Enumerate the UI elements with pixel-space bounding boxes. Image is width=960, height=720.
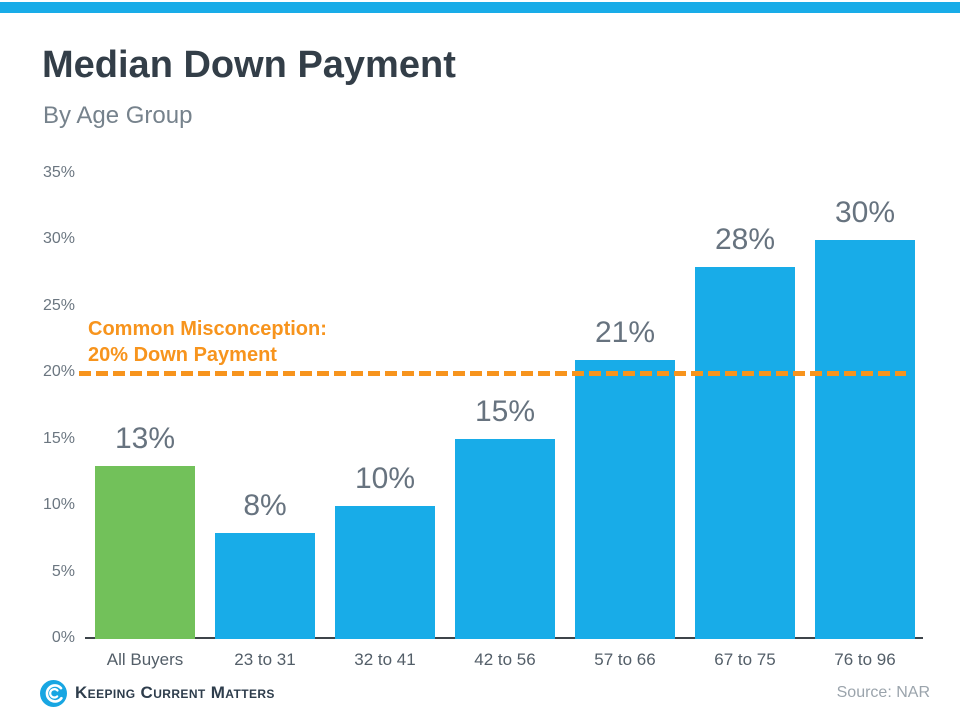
bar-value-label: 28% [714,223,776,256]
bar-value-label: 13% [114,422,176,455]
page-subtitle: By Age Group [43,102,193,129]
bar-42-to-56 [455,439,555,639]
kcm-logo-icon [40,679,67,707]
bar-all-buyers [95,466,195,639]
y-tick-label: 25% [42,296,75,314]
threshold-dashed-line [79,371,906,376]
x-axis-label: 42 to 56 [474,650,536,669]
bar-value-label: 30% [834,196,896,229]
bar-value-label: 21% [594,316,656,349]
y-tick-label: 15% [42,429,75,447]
y-tick-label: 10% [42,496,75,513]
y-tick-label: 20% [42,363,75,380]
y-tick-label: 0% [51,629,75,646]
bar-value-label: 10% [354,462,416,495]
x-axis-label: 32 to 41 [354,650,416,669]
y-tick-label: 30% [42,230,75,247]
x-axis-label: 23 to 31 [234,650,296,669]
bar-67-to-75 [695,267,795,639]
kcm-logo-text: Keeping Current Matters [75,683,275,702]
y-tick-label: 5% [51,562,75,580]
top-accent-strip [0,2,960,13]
x-axis-label: 57 to 66 [594,650,656,669]
x-axis-label: 67 to 75 [714,650,776,669]
kcm-logo: Keeping Current Matters [40,679,275,707]
bar-76-to-96 [815,240,915,639]
x-axis-label: 76 to 96 [834,650,896,669]
x-axis-label: All Buyers [106,650,184,669]
bar-value-label: 8% [243,489,287,522]
source-text: Source: NAR [836,684,930,701]
y-tick-label: 35% [42,163,75,181]
bar-23-to-31 [215,533,315,639]
threshold-annotation-line1: Common Misconception: [88,318,327,340]
bar-57-to-66 [575,360,675,639]
bar-value-label: 15% [474,395,536,428]
threshold-annotation-line2: 20% Down Payment [88,344,277,366]
page-title: Median Down Payment [42,44,456,86]
threshold-annotation: Common Misconception: 20% Down Payment [88,316,327,368]
bar-32-to-41 [335,506,435,639]
